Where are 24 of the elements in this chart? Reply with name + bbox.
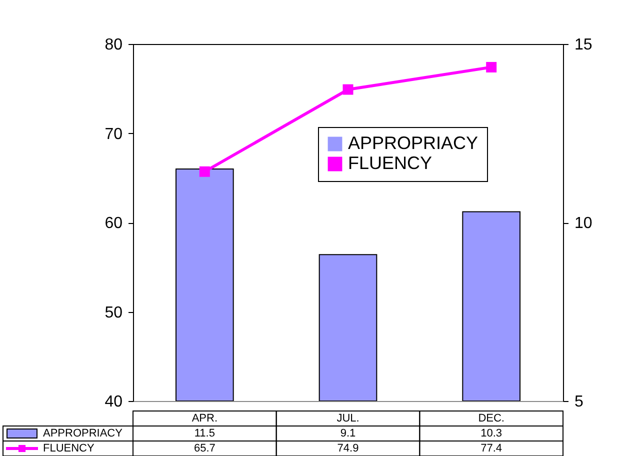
data-label: 74.9 — [337, 442, 359, 454]
text: FLUENCY — [43, 442, 94, 454]
x-tick-label: JUL. — [336, 412, 360, 424]
data-label: 77.4 — [480, 442, 502, 454]
legend-label: FLUENCY — [348, 153, 432, 173]
y-tick-label: 50 — [104, 304, 123, 322]
text: APPROPRIACY — [43, 428, 122, 440]
x-tick-label: DEC. — [478, 412, 504, 424]
y-tick-label: 40 — [104, 394, 123, 410]
data-label: 65.7 — [194, 442, 216, 454]
y-tick-label: 70 — [104, 126, 123, 143]
legend-label: APPROPRIACY — [348, 133, 478, 153]
y2-tick-label: 15 — [574, 36, 592, 54]
point — [486, 62, 497, 72]
data-label: 11.5 — [194, 428, 215, 440]
y-tick-label: 60 — [104, 215, 123, 232]
point — [199, 166, 210, 177]
data-label: 9.1 — [340, 428, 356, 440]
point — [342, 84, 354, 95]
data-label: 10.3 — [480, 428, 502, 440]
y2-tick-label: 10 — [574, 215, 592, 232]
y-tick-label: 80 — [104, 36, 123, 54]
y2-tick-label: 5 — [574, 394, 584, 410]
x-tick-label: APR. — [192, 412, 218, 424]
